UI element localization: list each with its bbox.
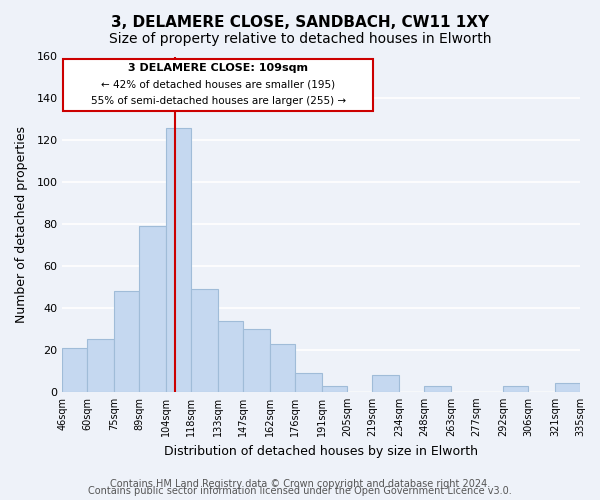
Text: Contains HM Land Registry data © Crown copyright and database right 2024.: Contains HM Land Registry data © Crown c… xyxy=(110,479,490,489)
Bar xyxy=(322,386,347,392)
Text: Size of property relative to detached houses in Elworth: Size of property relative to detached ho… xyxy=(109,32,491,46)
Text: Contains public sector information licensed under the Open Government Licence v3: Contains public sector information licen… xyxy=(88,486,512,496)
Bar xyxy=(114,291,139,392)
Text: 3 DELAMERE CLOSE: 109sqm: 3 DELAMERE CLOSE: 109sqm xyxy=(128,63,308,73)
X-axis label: Distribution of detached houses by size in Elworth: Distribution of detached houses by size … xyxy=(164,444,478,458)
Bar xyxy=(295,373,322,392)
Y-axis label: Number of detached properties: Number of detached properties xyxy=(15,126,28,322)
Bar xyxy=(218,320,243,392)
Text: 3, DELAMERE CLOSE, SANDBACH, CW11 1XY: 3, DELAMERE CLOSE, SANDBACH, CW11 1XY xyxy=(111,15,489,30)
Bar xyxy=(270,344,295,392)
Text: 55% of semi-detached houses are larger (255) →: 55% of semi-detached houses are larger (… xyxy=(91,96,346,106)
Bar xyxy=(503,386,528,392)
Bar xyxy=(166,128,191,392)
Bar xyxy=(62,348,88,392)
Bar xyxy=(243,329,270,392)
Text: ← 42% of detached houses are smaller (195): ← 42% of detached houses are smaller (19… xyxy=(101,80,335,90)
Bar xyxy=(191,289,218,392)
Bar xyxy=(88,340,114,392)
Bar xyxy=(555,384,580,392)
Bar xyxy=(372,375,399,392)
Bar xyxy=(424,386,451,392)
Bar xyxy=(139,226,166,392)
FancyBboxPatch shape xyxy=(63,58,373,111)
